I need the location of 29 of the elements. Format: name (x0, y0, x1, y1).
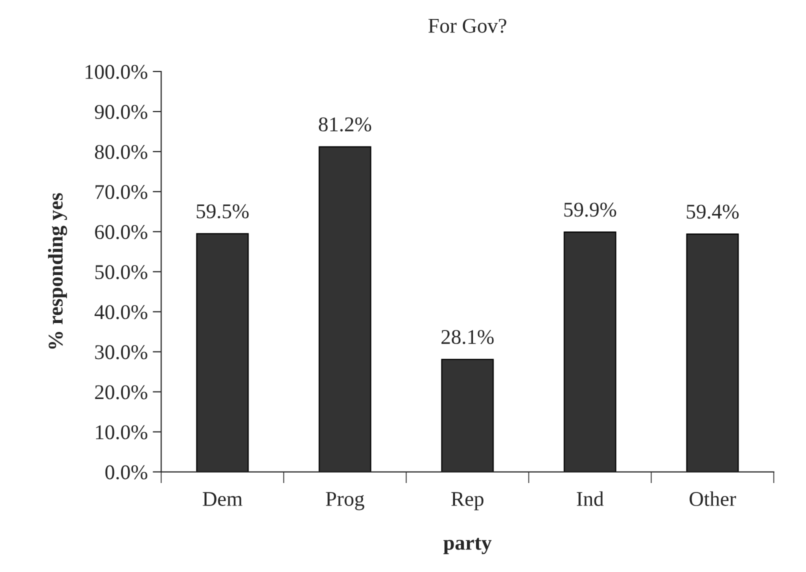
x-tick-label: Ind (576, 491, 604, 506)
data-label: 59.5% (196, 204, 249, 218)
y-tick-label: 70.0% (96, 184, 148, 200)
bar (441, 358, 494, 472)
y-tick-label: 10.0% (96, 425, 148, 440)
x-tick-label: Prog (326, 492, 364, 510)
bar (196, 233, 249, 472)
x-tick-label: Rep (451, 492, 484, 510)
data-label: 59.4% (686, 204, 739, 219)
x-tick-label: Other (690, 491, 736, 506)
y-tick-label: 80.0% (94, 144, 148, 160)
bar (318, 146, 372, 472)
y-tick-label: 20.0% (95, 385, 148, 400)
y-tick-label: 60.0% (95, 225, 148, 240)
bar (686, 234, 739, 472)
y-tick-label: 0.0% (105, 465, 148, 480)
y-tick-label: 50.0% (95, 265, 148, 280)
x-axis-title: party (443, 538, 492, 554)
y-tick-label: 100.0% (86, 64, 148, 80)
chart-title: For Gov? (428, 18, 506, 33)
y-tick-label: 90.0% (94, 104, 148, 120)
y-axis-title: % responding yes (48, 193, 68, 349)
y-tick-label: 40.0% (94, 305, 148, 320)
data-label: 81.2% (318, 117, 372, 132)
bar (564, 232, 616, 472)
y-tick-label: 30.0% (95, 345, 148, 360)
x-tick-label: Dem (202, 492, 242, 506)
data-label: 28.1% (441, 330, 494, 344)
data-label: 59.9% (564, 202, 616, 217)
